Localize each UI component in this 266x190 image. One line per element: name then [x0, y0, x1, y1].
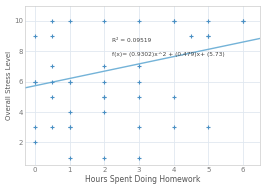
Point [33, 80, 37, 83]
Point [68, 80, 72, 83]
Point [33, 34, 37, 37]
Point [102, 80, 107, 83]
Text: R² = 0.09519: R² = 0.09519 [112, 37, 151, 43]
Point [33, 80, 37, 83]
Point [137, 156, 141, 159]
Point [241, 19, 245, 22]
Point [172, 95, 176, 98]
X-axis label: Hours Spent Doing Homework: Hours Spent Doing Homework [85, 175, 200, 184]
Point [137, 126, 141, 129]
Point [50, 80, 55, 83]
Point [68, 156, 72, 159]
Point [68, 126, 72, 129]
Point [206, 19, 211, 22]
Point [102, 65, 107, 68]
Point [50, 65, 55, 68]
Text: f(x)= (0.9302)x^2 + (0.479)x+ (5.73): f(x)= (0.9302)x^2 + (0.479)x+ (5.73) [112, 52, 225, 57]
Point [137, 80, 141, 83]
Point [206, 34, 211, 37]
Point [50, 34, 55, 37]
Point [189, 34, 193, 37]
Point [68, 126, 72, 129]
Point [137, 95, 141, 98]
Point [50, 126, 55, 129]
Point [50, 95, 55, 98]
Point [33, 126, 37, 129]
Point [33, 141, 37, 144]
Point [68, 19, 72, 22]
Point [172, 19, 176, 22]
Point [172, 126, 176, 129]
Point [68, 111, 72, 114]
Point [137, 19, 141, 22]
Point [172, 19, 176, 22]
Point [68, 80, 72, 83]
Point [102, 111, 107, 114]
Point [206, 126, 211, 129]
Point [50, 19, 55, 22]
Point [102, 156, 107, 159]
Point [206, 34, 211, 37]
Point [102, 19, 107, 22]
Point [241, 19, 245, 22]
Y-axis label: Overall Stress Level: Overall Stress Level [6, 51, 11, 120]
Point [137, 65, 141, 68]
Point [102, 95, 107, 98]
Point [102, 95, 107, 98]
